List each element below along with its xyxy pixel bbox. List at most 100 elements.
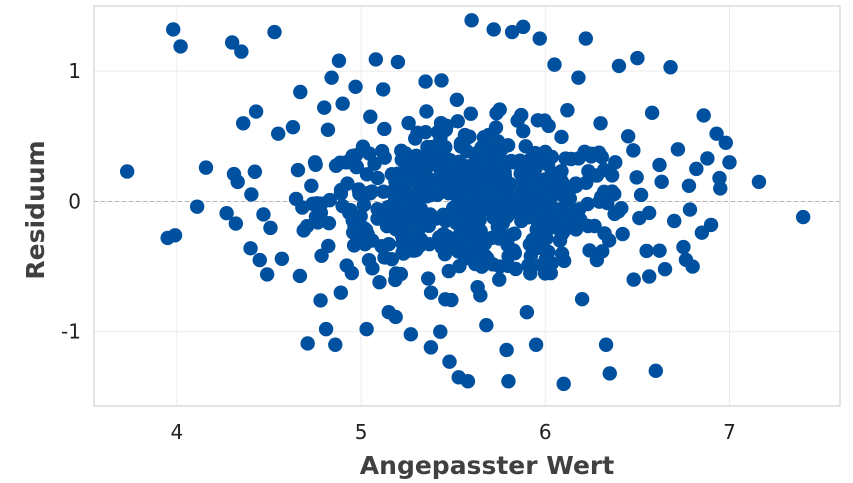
data-point	[713, 181, 728, 196]
y-axis-ticks: -1 0 1	[61, 59, 81, 344]
y-tick-label: 1	[68, 59, 81, 83]
data-point	[615, 226, 630, 242]
data-point	[317, 100, 332, 115]
data-point	[228, 216, 244, 231]
data-point	[519, 304, 535, 320]
data-point	[448, 238, 463, 254]
data-point	[351, 182, 366, 197]
data-point	[571, 70, 586, 85]
data-point	[510, 113, 525, 128]
x-axis-ticks: 4 5 6 7	[171, 420, 736, 444]
data-point	[457, 127, 473, 143]
data-point	[700, 151, 715, 166]
data-point	[344, 265, 360, 281]
data-point	[538, 144, 553, 160]
data-point	[352, 217, 367, 233]
data-point	[119, 164, 135, 179]
data-point	[403, 327, 419, 342]
data-point	[464, 13, 479, 28]
data-point	[427, 181, 442, 196]
data-point	[418, 74, 433, 89]
data-point	[189, 199, 205, 214]
data-point	[460, 374, 476, 389]
data-point	[499, 342, 514, 358]
data-point	[495, 157, 511, 173]
data-point	[685, 259, 700, 274]
data-point	[556, 215, 572, 230]
data-point	[442, 354, 457, 369]
data-points	[119, 13, 811, 392]
data-point	[409, 148, 424, 164]
data-point	[244, 187, 259, 202]
data-point	[243, 241, 258, 256]
data-point	[307, 155, 323, 170]
data-point	[423, 340, 439, 355]
data-point	[525, 193, 540, 209]
data-point	[390, 54, 406, 70]
data-point	[413, 201, 429, 216]
data-point	[667, 213, 682, 229]
x-tick-label: 6	[539, 420, 552, 444]
data-point	[492, 272, 507, 287]
data-point	[604, 168, 620, 183]
data-point	[639, 243, 654, 259]
data-point	[541, 118, 556, 134]
data-point	[709, 126, 724, 141]
data-point	[285, 119, 301, 135]
data-point	[252, 252, 267, 268]
data-point	[718, 135, 733, 151]
data-point	[248, 104, 264, 119]
data-point	[751, 174, 767, 190]
data-point	[468, 216, 484, 231]
data-point	[535, 210, 550, 225]
data-point	[589, 252, 605, 268]
data-point	[515, 163, 530, 179]
data-point	[544, 188, 560, 203]
data-point	[313, 293, 328, 308]
data-point	[324, 70, 339, 85]
data-point	[593, 116, 608, 131]
data-point	[393, 266, 409, 282]
data-point	[355, 139, 371, 154]
data-point	[473, 142, 489, 157]
data-point	[445, 200, 461, 216]
data-point	[377, 121, 392, 137]
data-point	[270, 126, 286, 141]
data-point	[256, 207, 271, 222]
data-point	[448, 213, 463, 228]
data-point	[288, 191, 304, 207]
data-point	[259, 267, 275, 282]
data-point	[654, 174, 669, 190]
data-point	[274, 251, 290, 266]
data-point	[459, 235, 475, 250]
data-point	[501, 374, 516, 389]
data-point	[552, 233, 568, 248]
data-point	[370, 170, 385, 186]
data-point	[500, 138, 516, 153]
data-point	[375, 82, 391, 97]
data-point	[449, 92, 465, 108]
data-point	[198, 160, 214, 175]
data-point	[433, 324, 448, 339]
data-point	[696, 108, 711, 123]
data-point	[515, 19, 531, 35]
data-point	[300, 336, 315, 351]
x-axis-title: Angepasster Wert	[360, 451, 614, 480]
data-point	[521, 258, 536, 273]
data-point	[364, 184, 380, 199]
data-point	[328, 337, 343, 352]
data-point	[500, 258, 516, 274]
data-point	[488, 120, 504, 135]
data-point	[652, 157, 667, 173]
data-point	[598, 337, 614, 352]
data-point	[703, 217, 719, 233]
data-point	[372, 275, 387, 290]
data-point	[608, 155, 623, 170]
data-point	[382, 208, 398, 224]
data-point	[558, 151, 573, 166]
data-point	[438, 292, 453, 307]
data-point	[247, 164, 263, 179]
data-point	[620, 129, 636, 144]
data-point	[584, 149, 599, 164]
